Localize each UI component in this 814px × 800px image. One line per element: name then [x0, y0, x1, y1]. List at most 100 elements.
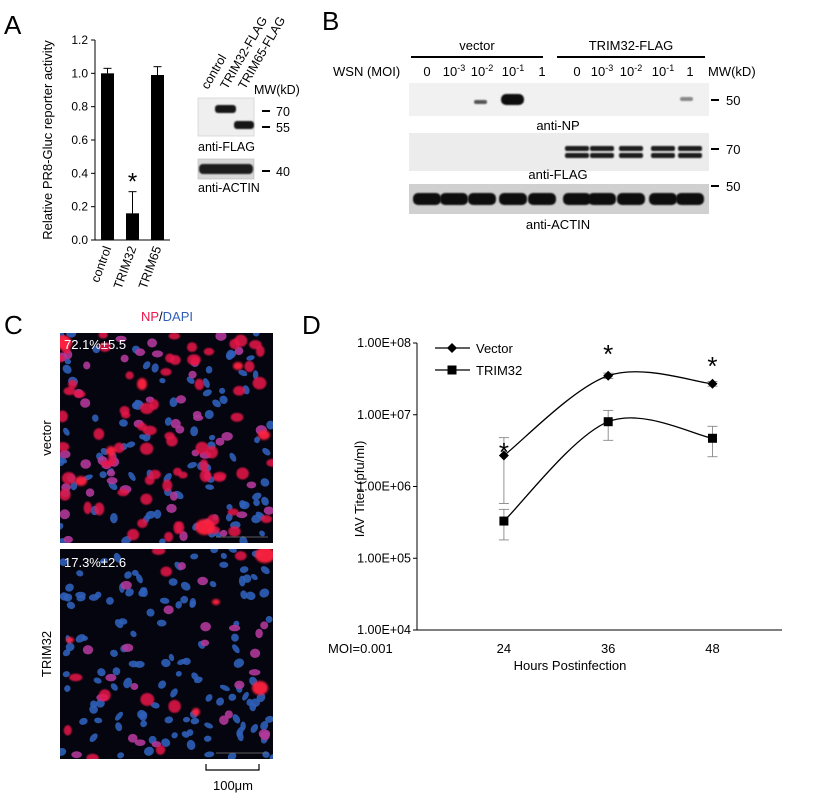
np-positive-nucleus: [127, 733, 138, 743]
blot-label-anti-flag-b: anti-FLAG: [528, 167, 587, 182]
np-positive-cell: [94, 502, 105, 516]
line-chart-y-axis: 1.00E+04 1.00E+05 1.00E+06 1.00E+07 1.00E+08: [357, 336, 418, 637]
bar-y-tick-label: 1.2: [71, 33, 88, 47]
bar-y-tick-label: 0.6: [71, 133, 88, 147]
dapi-nucleus: [219, 684, 230, 692]
dapi-nucleus: [204, 722, 213, 729]
np-bright-cell: [60, 336, 72, 350]
dapi-nucleus: [117, 752, 125, 759]
flag-band-upper: [590, 146, 614, 151]
bar-y-tick-label: 1.0: [71, 66, 88, 80]
panel-letter-d: D: [302, 310, 321, 340]
np-positive-nucleus: [176, 395, 187, 404]
dapi-nucleus: [164, 417, 172, 426]
dapi-nucleus: [65, 583, 74, 592]
dapi-nucleus: [145, 510, 156, 519]
significance-star: *: [707, 351, 717, 381]
line-y-tick-label: 1.00E+07: [357, 408, 411, 422]
dapi-nucleus: [130, 630, 137, 638]
line-x-tick-label: 24: [497, 641, 511, 656]
line-x-tick-label: 36: [601, 641, 615, 656]
scale-bar: [205, 764, 260, 771]
dapi-nucleus: [266, 420, 273, 430]
dapi-nucleus: [156, 619, 167, 627]
np-positive-cell: [137, 518, 148, 528]
band-b-np-vec-01: [474, 100, 487, 104]
np-positive-nucleus: [215, 333, 227, 341]
dapi-nucleus: [205, 484, 215, 490]
dapi-nucleus: [143, 746, 154, 756]
dapi-nucleus: [89, 733, 98, 743]
dapi-nucleus: [190, 426, 199, 437]
dapi-nucleus: [249, 702, 257, 712]
np-positive-cell: [60, 354, 65, 363]
group-label-trim32: TRIM32-FLAG: [589, 38, 674, 53]
np-positive-cell: [61, 472, 76, 485]
dapi-nucleus: [62, 364, 72, 374]
dapi-nucleus: [204, 410, 214, 419]
dapi-nucleus: [63, 593, 73, 602]
dapi-nucleus: [150, 702, 160, 709]
np-positive-nucleus: [170, 418, 181, 429]
dapi-nucleus: [242, 574, 252, 583]
micrograph-trim32: [60, 549, 273, 759]
line-y-tick-label: 1.00E+04: [357, 623, 411, 637]
bar-chart-y-label: Relative PR8-Gluc reporter activity: [40, 40, 55, 240]
dapi-nucleus: [113, 552, 122, 563]
percent-trim32: 17.3%±2.6: [64, 555, 126, 570]
dapi-nucleus: [238, 369, 248, 377]
dapi-nucleus: [203, 378, 210, 388]
bar-x-tick-label: TRIM32: [111, 244, 139, 291]
dapi-nucleus: [190, 553, 199, 560]
square-marker: [499, 516, 509, 526]
dapi-nucleus: [140, 720, 147, 728]
np-positive-cell: [117, 488, 129, 497]
np-bright-cell: [192, 708, 200, 716]
dapi-nucleus: [220, 552, 227, 560]
np-positive-cell: [230, 412, 244, 422]
moi-exponent: -3: [605, 63, 613, 73]
moi-base: 10: [591, 64, 605, 79]
np-positive-cell: [164, 531, 174, 542]
moi-label: 1: [538, 64, 545, 79]
np-positive-nucleus: [120, 580, 132, 590]
np-positive-nucleus: [188, 370, 197, 379]
dapi-nucleus: [252, 333, 260, 337]
dapi-nucleus: [205, 694, 213, 702]
bar-y-tick-label: 0.8: [71, 100, 88, 114]
dapi-nucleus: [204, 751, 215, 758]
row-label-wsn-moi: WSN (MOI): [333, 64, 400, 79]
dapi-nucleus: [190, 717, 200, 725]
np-positive-cell: [260, 515, 273, 523]
np-positive-cell: [213, 474, 226, 482]
blot-label-anti-np: anti-NP: [536, 118, 579, 133]
legend-label: TRIM32: [476, 363, 522, 378]
bar-control: [101, 73, 114, 240]
dapi-nucleus: [191, 672, 199, 681]
np-positive-cell: [68, 379, 78, 389]
diamond-marker: [603, 370, 614, 381]
dapi-nucleus: [181, 731, 190, 738]
moi-base: 1: [538, 64, 545, 79]
dapi-nucleus: [128, 471, 136, 481]
np-positive-nucleus: [219, 529, 228, 537]
dapi-nucleus: [79, 717, 88, 725]
dapi-nucleus: [259, 530, 265, 537]
np-positive-nucleus: [234, 680, 245, 690]
dapi-nucleus: [124, 571, 132, 579]
np-positive-nucleus: [228, 624, 241, 632]
dapi-nucleus: [216, 697, 225, 706]
dapi-nucleus: [115, 722, 123, 732]
dapi-nucleus: [115, 711, 124, 721]
mw-mark-55: 55: [276, 121, 290, 135]
dapi-nucleus: [169, 397, 178, 408]
mw-mark-70: 70: [276, 105, 290, 119]
bar-y-tick-label: 0.4: [71, 166, 88, 180]
np-positive-cell: [233, 385, 246, 396]
moi-label: 1: [686, 64, 693, 79]
stain-dapi: DAPI: [163, 309, 193, 324]
dapi-nucleus: [177, 658, 187, 665]
bar-x-tick-label: TRIM65: [136, 244, 164, 291]
dapi-nucleus: [66, 333, 77, 338]
